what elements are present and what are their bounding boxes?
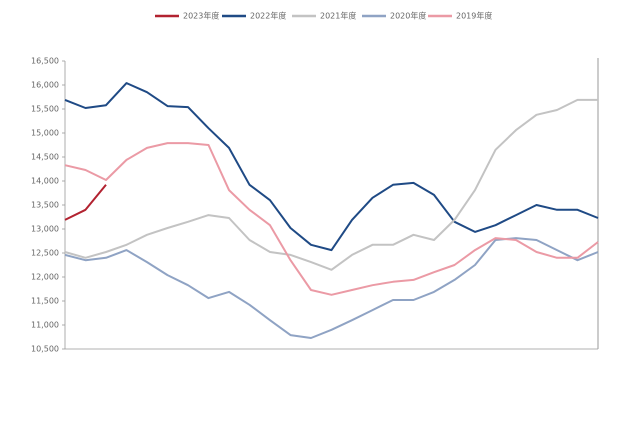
series-line	[64, 82, 599, 252]
series-line	[64, 237, 599, 339]
y-tick-label: 10,500	[31, 345, 59, 354]
series-line	[64, 142, 599, 296]
legend-label: 2021年度	[320, 11, 356, 21]
legend-label: 2023年度	[183, 11, 219, 21]
y-tick-label: 14,500	[31, 153, 59, 162]
y-tick-label: 15,500	[31, 105, 59, 114]
y-tick-label: 11,000	[31, 321, 59, 330]
y-tick-label: 12,000	[31, 273, 59, 282]
legend-label: 2019年度	[456, 11, 492, 21]
series-line	[64, 184, 107, 221]
y-tick-label: 16,500	[31, 57, 59, 66]
y-tick-label: 13,000	[31, 225, 59, 234]
legend-label: 2020年度	[390, 11, 426, 21]
y-tick-label: 13,500	[31, 201, 59, 210]
y-tick-label: 14,000	[31, 177, 59, 186]
y-tick-label: 11,500	[31, 297, 59, 306]
y-tick-label: 12,500	[31, 249, 59, 258]
y-tick-label: 16,000	[31, 81, 59, 90]
series-line	[64, 98, 598, 271]
legend-label: 2022年度	[250, 11, 286, 21]
y-tick-label: 15,000	[31, 129, 59, 138]
